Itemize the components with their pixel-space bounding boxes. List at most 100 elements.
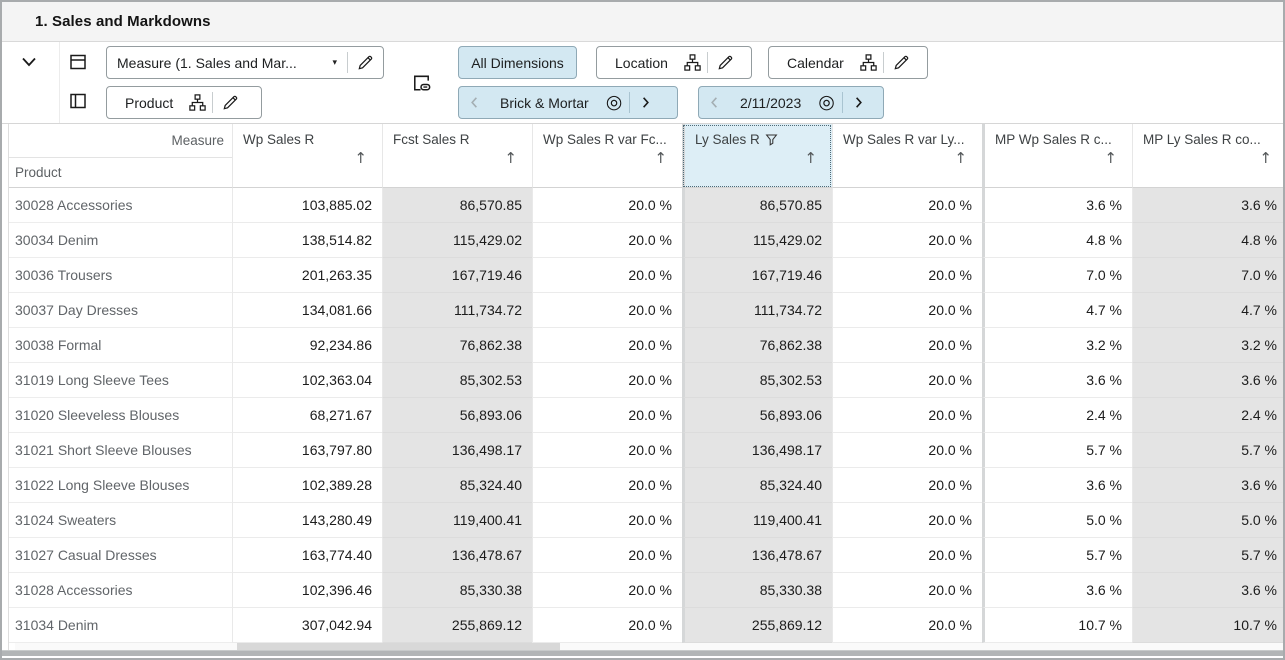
column-header-ly-sales-r[interactable]: Ly Sales R ↑ — [682, 124, 832, 188]
cell[interactable]: 5.7 % — [982, 538, 1132, 573]
cell[interactable]: 115,429.02 — [382, 223, 532, 258]
row-header-30028-accessories[interactable]: 30028 Accessories — [9, 188, 232, 223]
sort-ascending-icon[interactable]: ↑ — [1259, 149, 1272, 167]
next-location-button[interactable] — [630, 95, 661, 110]
cell[interactable]: 143,280.49 — [232, 503, 382, 538]
cell[interactable]: 68,271.67 — [232, 398, 382, 433]
product-hierarchy-button[interactable] — [183, 93, 212, 112]
row-header-30034-denim[interactable]: 30034 Denim — [9, 223, 232, 258]
location-slice-label[interactable]: Brick & Mortar — [500, 94, 589, 111]
cell[interactable]: 10.7 % — [982, 608, 1132, 643]
cell[interactable]: 167,719.46 — [382, 258, 532, 293]
cell[interactable]: 76,862.38 — [682, 328, 832, 363]
product-chip[interactable]: Product — [106, 86, 262, 119]
cell[interactable]: 20.0 % — [832, 363, 982, 398]
cell[interactable]: 4.8 % — [1132, 223, 1283, 258]
row-header-31021-short-sleeve-blouses[interactable]: 31021 Short Sleeve Blouses — [9, 433, 232, 468]
location-target-button[interactable]: ◎ — [599, 93, 630, 112]
cell[interactable]: 136,498.17 — [382, 433, 532, 468]
sort-ascending-icon[interactable]: ↑ — [1104, 149, 1117, 167]
cell[interactable]: 102,363.04 — [232, 363, 382, 398]
cell[interactable]: 20.0 % — [532, 538, 682, 573]
cell[interactable]: 85,324.40 — [382, 468, 532, 503]
cell[interactable]: 201,263.35 — [232, 258, 382, 293]
cell[interactable]: 10.7 % — [1132, 608, 1283, 643]
cell[interactable]: 3.6 % — [982, 363, 1132, 398]
cell[interactable]: 7.0 % — [982, 258, 1132, 293]
column-header-mp-ly-sales-r-co[interactable]: MP Ly Sales R co... ↑ — [1132, 124, 1283, 188]
cell[interactable]: 92,234.86 — [232, 328, 382, 363]
cell[interactable]: 3.6 % — [982, 188, 1132, 223]
next-calendar-button[interactable] — [843, 95, 874, 110]
cell[interactable]: 85,302.53 — [682, 363, 832, 398]
collapse-toolbar-button[interactable] — [20, 55, 38, 69]
cell[interactable]: 85,302.53 — [382, 363, 532, 398]
cell[interactable]: 136,498.17 — [682, 433, 832, 468]
location-slice-chip[interactable]: Brick & Mortar ◎ — [458, 86, 678, 119]
edit-product-button[interactable] — [213, 93, 248, 112]
horizontal-scrollbar[interactable] — [15, 643, 1283, 650]
cell[interactable]: 20.0 % — [532, 188, 682, 223]
row-header-31034-denim[interactable]: 31034 Denim — [9, 608, 232, 643]
cell[interactable]: 20.0 % — [532, 293, 682, 328]
row-header-31020-sleeveless-blouses[interactable]: 31020 Sleeveless Blouses — [9, 398, 232, 433]
cell[interactable]: 4.8 % — [982, 223, 1132, 258]
sort-ascending-icon[interactable]: ↑ — [504, 149, 517, 167]
cell[interactable]: 20.0 % — [532, 503, 682, 538]
cell[interactable]: 86,570.85 — [382, 188, 532, 223]
cell[interactable]: 119,400.41 — [682, 503, 832, 538]
edit-measure-button[interactable] — [348, 53, 383, 72]
cell[interactable]: 20.0 % — [532, 223, 682, 258]
all-dimensions-button[interactable]: All Dimensions — [458, 46, 577, 79]
calendar-chip-label[interactable]: Calendar — [787, 54, 844, 71]
cell[interactable]: 3.2 % — [1132, 328, 1283, 363]
cell[interactable]: 136,478.67 — [382, 538, 532, 573]
row-header-30036-trousers[interactable]: 30036 Trousers — [9, 258, 232, 293]
row-header-31027-casual-dresses[interactable]: 31027 Casual Dresses — [9, 538, 232, 573]
cell[interactable]: 3.6 % — [982, 468, 1132, 503]
caret-down-icon[interactable]: ▾ — [332, 57, 337, 68]
column-header-wp-sales-r[interactable]: Wp Sales R ↑ — [232, 124, 382, 188]
cell[interactable]: 20.0 % — [832, 573, 982, 608]
cell[interactable]: 5.7 % — [1132, 538, 1283, 573]
row-header-31019-long-sleeve-tees[interactable]: 31019 Long Sleeve Tees — [9, 363, 232, 398]
row-header-30038-formal[interactable]: 30038 Formal — [9, 328, 232, 363]
cell[interactable]: 2.4 % — [982, 398, 1132, 433]
cell[interactable]: 85,324.40 — [682, 468, 832, 503]
cell[interactable]: 20.0 % — [832, 538, 982, 573]
cell[interactable]: 5.0 % — [1132, 503, 1283, 538]
cell[interactable]: 56,893.06 — [682, 398, 832, 433]
calendar-target-button[interactable]: ◎ — [811, 93, 842, 112]
cell[interactable]: 20.0 % — [532, 573, 682, 608]
previous-location-button[interactable] — [459, 95, 490, 110]
calendar-slice-chip[interactable]: 2/11/2023 ◎ — [698, 86, 884, 119]
cell[interactable]: 111,734.72 — [382, 293, 532, 328]
cell[interactable]: 20.0 % — [532, 363, 682, 398]
cell[interactable]: 20.0 % — [532, 468, 682, 503]
cell[interactable]: 20.0 % — [832, 433, 982, 468]
cell[interactable]: 138,514.82 — [232, 223, 382, 258]
cell[interactable]: 20.0 % — [832, 293, 982, 328]
cell[interactable]: 20.0 % — [832, 258, 982, 293]
cell[interactable]: 5.7 % — [982, 433, 1132, 468]
cell[interactable]: 20.0 % — [832, 503, 982, 538]
cell[interactable]: 20.0 % — [832, 468, 982, 503]
sort-ascending-icon[interactable]: ↑ — [354, 149, 367, 167]
cell[interactable]: 20.0 % — [832, 608, 982, 643]
cell[interactable]: 167,719.46 — [682, 258, 832, 293]
cell[interactable]: 4.7 % — [982, 293, 1132, 328]
calendar-slice-label[interactable]: 2/11/2023 — [740, 94, 802, 111]
calendar-chip[interactable]: Calendar — [768, 46, 928, 79]
cell[interactable]: 3.6 % — [1132, 363, 1283, 398]
cell[interactable]: 255,869.12 — [382, 608, 532, 643]
cell[interactable]: 307,042.94 — [232, 608, 382, 643]
cell[interactable]: 85,330.38 — [382, 573, 532, 608]
cell[interactable]: 3.2 % — [982, 328, 1132, 363]
measure-axis-tile[interactable]: Measure — [9, 124, 232, 158]
row-header-30037-day-dresses[interactable]: 30037 Day Dresses — [9, 293, 232, 328]
location-chip[interactable]: Location — [596, 46, 752, 79]
filter-icon[interactable] — [765, 134, 778, 149]
row-header-31024-sweaters[interactable]: 31024 Sweaters — [9, 503, 232, 538]
cell[interactable]: 102,396.46 — [232, 573, 382, 608]
cell[interactable]: 85,330.38 — [682, 573, 832, 608]
